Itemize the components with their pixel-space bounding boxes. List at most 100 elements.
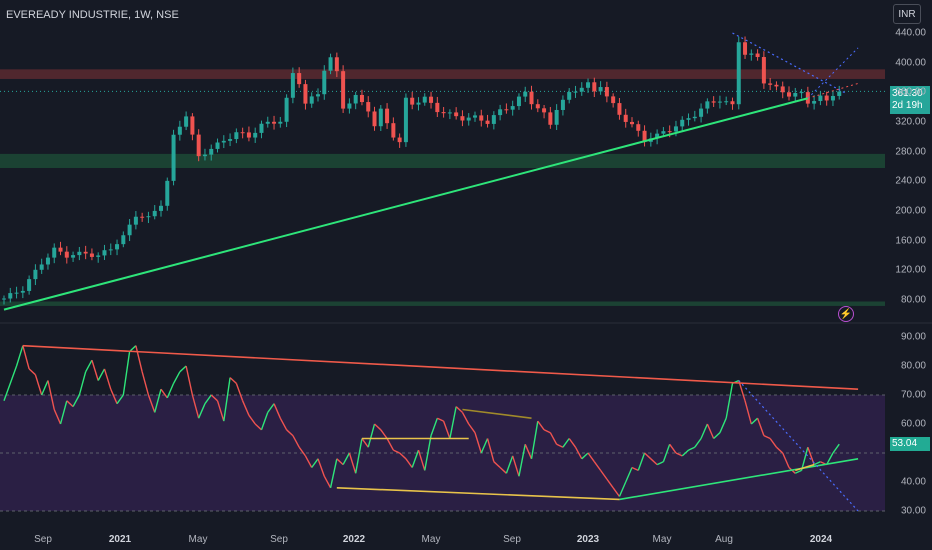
rsi-line-segment xyxy=(430,417,438,436)
rsi-line-segment xyxy=(662,444,671,462)
candle-body xyxy=(140,216,145,218)
rsi-axis-tick: 60.00 xyxy=(900,418,926,430)
candle-body xyxy=(272,121,277,124)
candle-body xyxy=(592,82,597,92)
rsi-line-segment xyxy=(530,420,539,459)
candle-body xyxy=(316,94,320,97)
rsi-line-segment xyxy=(386,438,394,451)
candle-body xyxy=(598,87,603,92)
candle-body xyxy=(33,269,38,280)
rsi-line-segment xyxy=(437,417,444,422)
candle-body xyxy=(284,97,289,122)
rsi-line-segment xyxy=(147,394,156,413)
candle-body xyxy=(447,112,452,114)
rsi-line-segment xyxy=(292,435,300,448)
candle-body xyxy=(516,96,521,107)
price-axis-tick: 440.00 xyxy=(895,27,926,39)
candle-body xyxy=(787,92,791,97)
candle-body xyxy=(234,132,239,140)
time-axis-tick: May xyxy=(421,534,441,545)
candle-body xyxy=(548,112,553,125)
rsi-line-segment xyxy=(524,444,533,460)
time-axis-tick: 2022 xyxy=(342,534,366,545)
candle-body xyxy=(422,96,427,103)
rsi-line-segment xyxy=(235,383,244,402)
rsi-axis-tick: 80.00 xyxy=(900,360,926,372)
time-axis-tick: 2024 xyxy=(809,534,833,545)
rsi-line-segment xyxy=(625,467,633,483)
bar-countdown: 2d 19h xyxy=(892,100,923,111)
candle-body xyxy=(353,94,358,104)
candle-body xyxy=(209,148,214,155)
candle-body xyxy=(611,96,616,104)
candle-body xyxy=(818,95,823,102)
candle-body xyxy=(661,131,666,134)
rsi-line-segment xyxy=(97,368,106,381)
rsi-line-segment xyxy=(606,478,614,489)
rsi-line-segment xyxy=(681,449,689,457)
rsi-line-segment xyxy=(399,452,407,460)
rsi-axis-tick: 70.00 xyxy=(900,389,926,401)
rsi-line-segment xyxy=(405,458,413,468)
rsi-line-segment xyxy=(179,365,187,373)
rsi-line-segment xyxy=(160,388,168,399)
rsi-line-segment xyxy=(813,461,821,466)
candle-body xyxy=(711,101,716,103)
time-axis-tick: 2021 xyxy=(108,534,132,545)
candle-body xyxy=(642,130,647,142)
rsi-line-segment xyxy=(631,466,639,472)
candle-body xyxy=(378,108,383,127)
candle-body xyxy=(102,250,107,256)
candle-body xyxy=(322,70,327,95)
candle-body xyxy=(673,126,678,132)
candle-body xyxy=(686,118,691,120)
candle-body xyxy=(215,142,220,149)
candle-body xyxy=(184,116,189,127)
candle-body xyxy=(491,115,496,124)
rsi-line-segment xyxy=(248,414,256,425)
lightning-bolt-icon[interactable]: ⚡ xyxy=(838,306,854,322)
rsi-line-segment xyxy=(499,466,507,474)
rsi-line-segment xyxy=(700,423,709,439)
candle-body xyxy=(724,101,729,103)
rsi-line-segment xyxy=(587,452,595,463)
zone-resistance xyxy=(0,69,885,79)
currency-button[interactable]: INR xyxy=(893,4,921,24)
candle-body xyxy=(190,116,195,135)
rsi-line-segment xyxy=(185,365,194,396)
rsi-line-segment xyxy=(317,458,325,477)
rsi-line-segment xyxy=(486,438,495,462)
projection-line xyxy=(807,47,859,99)
last-price-value: 361.30 xyxy=(892,88,923,99)
rsi-line-segment xyxy=(216,400,225,422)
rsi-line-segment xyxy=(361,438,369,448)
rsi-line-segment xyxy=(719,417,727,433)
rsi-line-segment xyxy=(191,394,200,419)
rsi-axis-tick: 40.00 xyxy=(900,476,926,488)
zone-lower-support xyxy=(0,301,885,306)
rsi-line-segment xyxy=(455,406,463,413)
rsi-line-segment xyxy=(116,394,124,405)
rsi-line-segment xyxy=(336,458,344,466)
rsi-divergence-line xyxy=(462,408,532,419)
rsi-line-segment xyxy=(424,435,432,471)
candle-body xyxy=(542,108,547,113)
rsi-line-segment xyxy=(512,455,520,477)
rsi-line-segment xyxy=(474,432,482,454)
candle-body xyxy=(366,102,371,112)
rsi-line-segment xyxy=(537,420,545,431)
time-axis-tick: Sep xyxy=(270,534,288,545)
candle-body xyxy=(278,121,283,124)
candle-body xyxy=(403,97,408,143)
rsi-line-segment xyxy=(449,406,457,439)
rsi-line-segment xyxy=(574,446,583,460)
price-axis-tick: 240.00 xyxy=(895,175,926,187)
candle-body xyxy=(347,103,352,109)
candle-body xyxy=(466,117,471,121)
rsi-line-segment xyxy=(568,438,577,448)
rsi-line-segment xyxy=(22,345,30,370)
rsi-line-segment xyxy=(41,380,49,396)
rsi-line-segment xyxy=(543,429,551,434)
rsi-line-segment xyxy=(738,380,746,402)
rsi-line-segment xyxy=(279,417,288,431)
